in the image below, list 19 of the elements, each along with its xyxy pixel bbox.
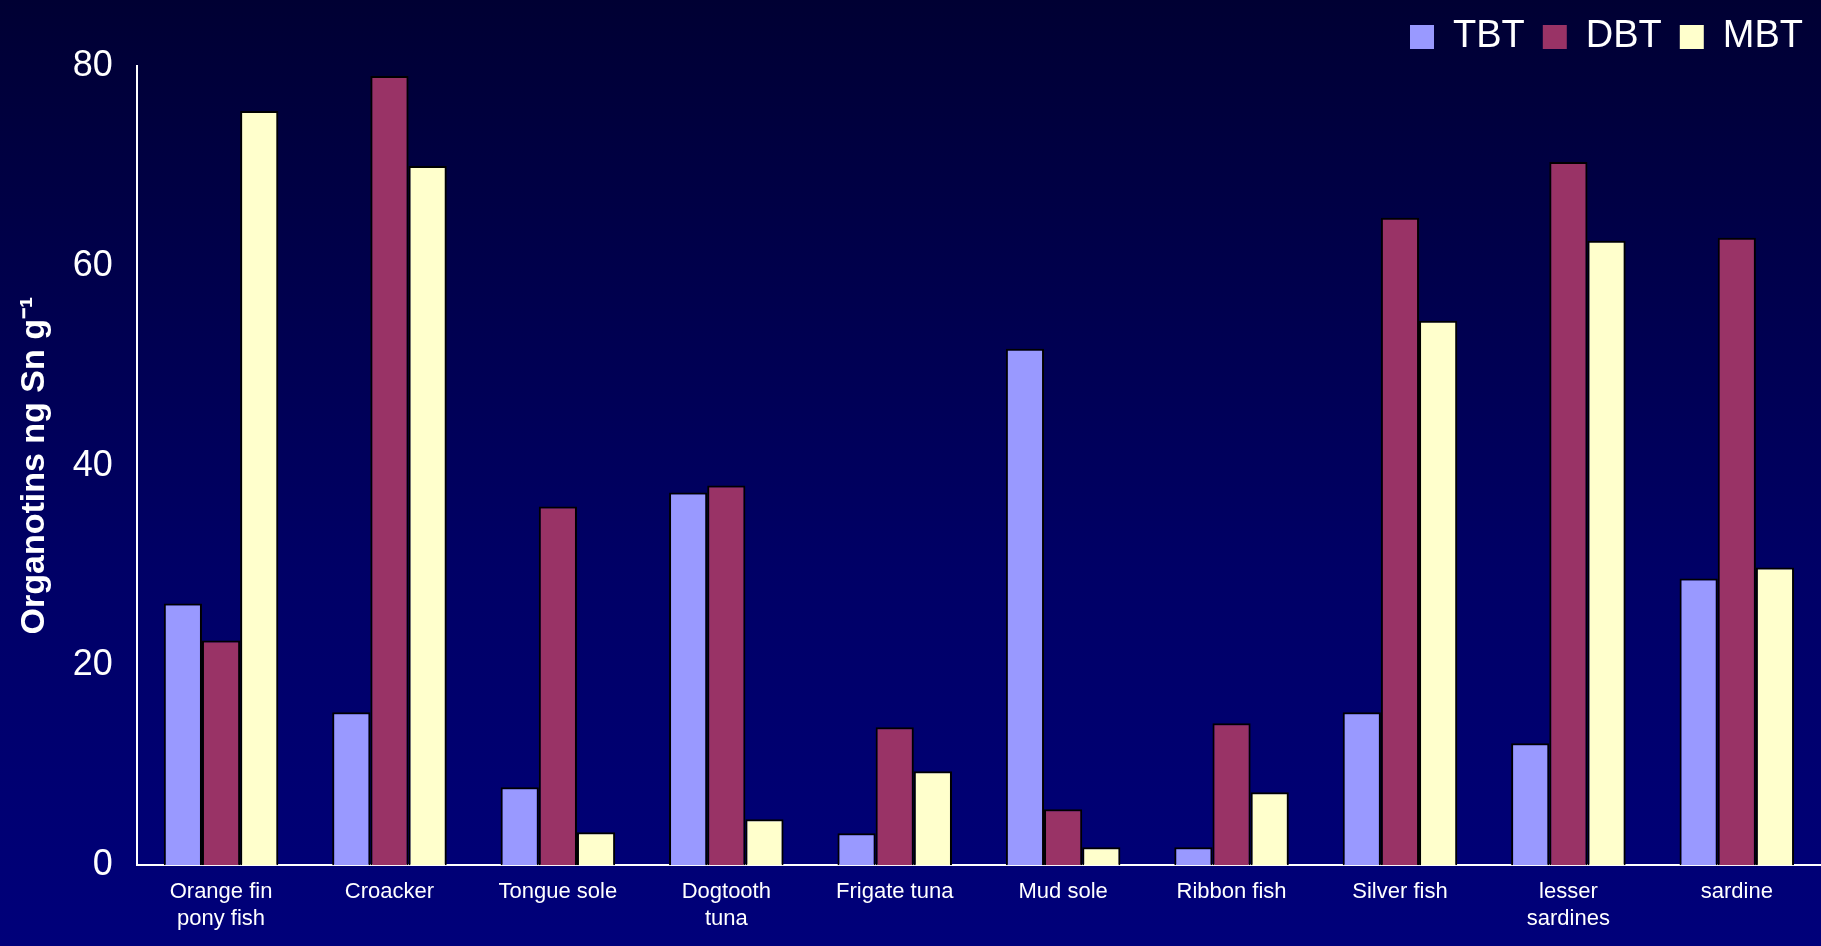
legend-label: MBT [1722,13,1804,56]
x-tick-label: Frigate tuna [836,878,955,904]
x-tick-label: Croacker [344,878,435,904]
x-tick-label: Mud sole [1018,878,1108,904]
y-tick-label: 20 [72,642,113,684]
y-axis-title: Organotins ng Sn g⁻¹ [12,296,51,635]
y-tick-label: 80 [72,42,113,84]
y-tick-label: 60 [72,242,113,284]
x-tick-label: Silver fish [1352,878,1448,904]
x-tick-label: Ribbon fish [1176,878,1287,904]
x-tick-label: sardine [1700,878,1773,904]
legend-label: TBT [1453,13,1525,56]
x-tick-label: lesser sardines [1526,878,1610,930]
x-tick-label: Dogtooth tuna [681,878,771,930]
legend-label: DBT [1585,13,1662,56]
y-tick-label: 0 [92,842,113,884]
x-tick-label: Tongue sole [498,878,618,904]
x-tick-label: Orange fin pony fish [169,878,273,930]
y-tick-label: 40 [72,442,113,484]
